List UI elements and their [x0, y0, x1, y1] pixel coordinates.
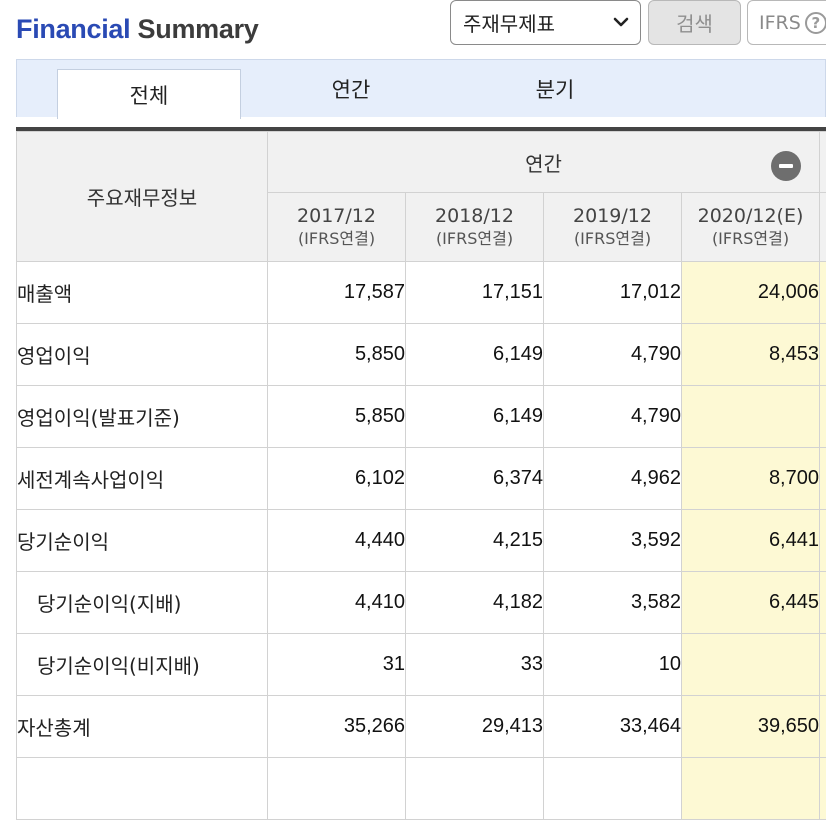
row-label: 당기순이익(지배) [17, 572, 268, 634]
row-edge [820, 386, 826, 448]
row-edge [820, 758, 826, 820]
table-cell: 4,790 [544, 386, 682, 448]
table-cell-estimate: 8,453 [682, 324, 820, 386]
annual-group-label: 연간 [525, 152, 562, 176]
row-edge [820, 510, 826, 572]
row-label: 매출액 [17, 262, 268, 324]
collapse-icon[interactable] [771, 151, 801, 181]
table-cell: 4,962 [544, 448, 682, 510]
table-cell: 6,102 [268, 448, 406, 510]
table-cell: 4,440 [268, 510, 406, 572]
period-year: 2019/12 [544, 204, 681, 229]
period-year: 2020/12(E) [682, 204, 819, 229]
table-row: 자산총계 35,266 29,413 33,464 39,650 [17, 696, 826, 758]
table-cell: 35,266 [268, 696, 406, 758]
row-edge [820, 262, 826, 324]
annual-group-header: 연간 [268, 132, 820, 193]
search-button[interactable]: 검색 [648, 0, 741, 45]
row-edge [820, 324, 826, 386]
period-year: 2018/12 [406, 204, 543, 229]
table-cell: 4,790 [544, 324, 682, 386]
table-row: 세전계속사업이익 6,102 6,374 4,962 8,700 [17, 448, 826, 510]
table-row: 당기순이익(비지배) 31 33 10 [17, 634, 826, 696]
table-cell: 6,149 [406, 386, 544, 448]
statement-type-select[interactable]: 주재무제표 [450, 0, 641, 45]
row-label: 당기순이익 [17, 510, 268, 572]
tab-annual[interactable]: 연간 [251, 60, 451, 118]
label-column-header: 주요재무정보 [17, 132, 268, 262]
table-cell: 17,012 [544, 262, 682, 324]
period-basis: (IFRS연결) [268, 229, 405, 250]
table-cell-estimate [682, 634, 820, 696]
period-header-estimate: 2020/12(E)(IFRS연결) [682, 193, 820, 262]
tab-quarterly[interactable]: 분기 [455, 60, 655, 118]
table-row: 영업이익(발표기준) 5,850 6,149 4,790 [17, 386, 826, 448]
row-label: 당기순이익(비지배) [17, 634, 268, 696]
row-label: 영업이익(발표기준) [17, 386, 268, 448]
table-row: 당기순이익(지배) 4,410 4,182 3,582 6,445 [17, 572, 826, 634]
row-label: 영업이익 [17, 324, 268, 386]
period-header: 2019/12(IFRS연결) [544, 193, 682, 262]
period-year: 2017/12 [268, 204, 405, 229]
statement-type-value: 주재무제표 [463, 8, 555, 37]
table-cell: 3,592 [544, 510, 682, 572]
table-cell: 33 [406, 634, 544, 696]
help-icon: ? [805, 12, 826, 34]
table-cell: 10 [544, 634, 682, 696]
table-cell: 17,151 [406, 262, 544, 324]
table-row: 당기순이익 4,440 4,215 3,592 6,441 [17, 510, 826, 572]
page-title: Financial Summary [16, 14, 259, 45]
table-row [17, 758, 826, 820]
row-label: 세전계속사업이익 [17, 448, 268, 510]
table-cell: 4,215 [406, 510, 544, 572]
table-cell: 4,182 [406, 572, 544, 634]
header-edge [820, 132, 826, 193]
tab-all[interactable]: 전체 [57, 69, 241, 119]
tab-bar: 전체 연간 분기 [16, 59, 826, 117]
table-cell: 31 [268, 634, 406, 696]
financial-summary-table: 주요재무정보 연간 2017/12(IFRS연결) 2018/12(IFRS연결… [16, 131, 826, 820]
row-label [17, 758, 268, 820]
table-cell-estimate: 24,006 [682, 262, 820, 324]
title-brand: Financial [16, 14, 130, 44]
row-label: 자산총계 [17, 696, 268, 758]
table-row: 매출액 17,587 17,151 17,012 24,006 [17, 262, 826, 324]
table-cell: 17,587 [268, 262, 406, 324]
header-edge [820, 193, 826, 262]
table-cell: 6,374 [406, 448, 544, 510]
table-cell-estimate: 6,445 [682, 572, 820, 634]
title-rest: Summary [130, 14, 258, 44]
row-edge [820, 572, 826, 634]
table-cell: 4,410 [268, 572, 406, 634]
table-cell-estimate [682, 386, 820, 448]
table-cell: 6,149 [406, 324, 544, 386]
table-cell [406, 758, 544, 820]
table-cell: 29,413 [406, 696, 544, 758]
table-cell-estimate: 8,700 [682, 448, 820, 510]
period-header: 2017/12(IFRS연결) [268, 193, 406, 262]
table-cell-estimate [682, 758, 820, 820]
table-cell: 33,464 [544, 696, 682, 758]
ifrs-label: IFRS [759, 12, 801, 34]
table-cell: 5,850 [268, 324, 406, 386]
row-edge [820, 696, 826, 758]
period-basis: (IFRS연결) [682, 229, 819, 250]
table-cell: 3,582 [544, 572, 682, 634]
row-edge [820, 448, 826, 510]
period-basis: (IFRS연결) [406, 229, 543, 250]
chevron-down-icon [613, 14, 629, 30]
table-cell [544, 758, 682, 820]
table-cell [268, 758, 406, 820]
ifrs-button[interactable]: IFRS ? [747, 0, 826, 45]
table-row: 영업이익 5,850 6,149 4,790 8,453 [17, 324, 826, 386]
table-cell-estimate: 39,650 [682, 696, 820, 758]
row-edge [820, 634, 826, 696]
table-cell-estimate: 6,441 [682, 510, 820, 572]
period-basis: (IFRS연결) [544, 229, 681, 250]
period-header: 2018/12(IFRS연결) [406, 193, 544, 262]
table-cell: 5,850 [268, 386, 406, 448]
